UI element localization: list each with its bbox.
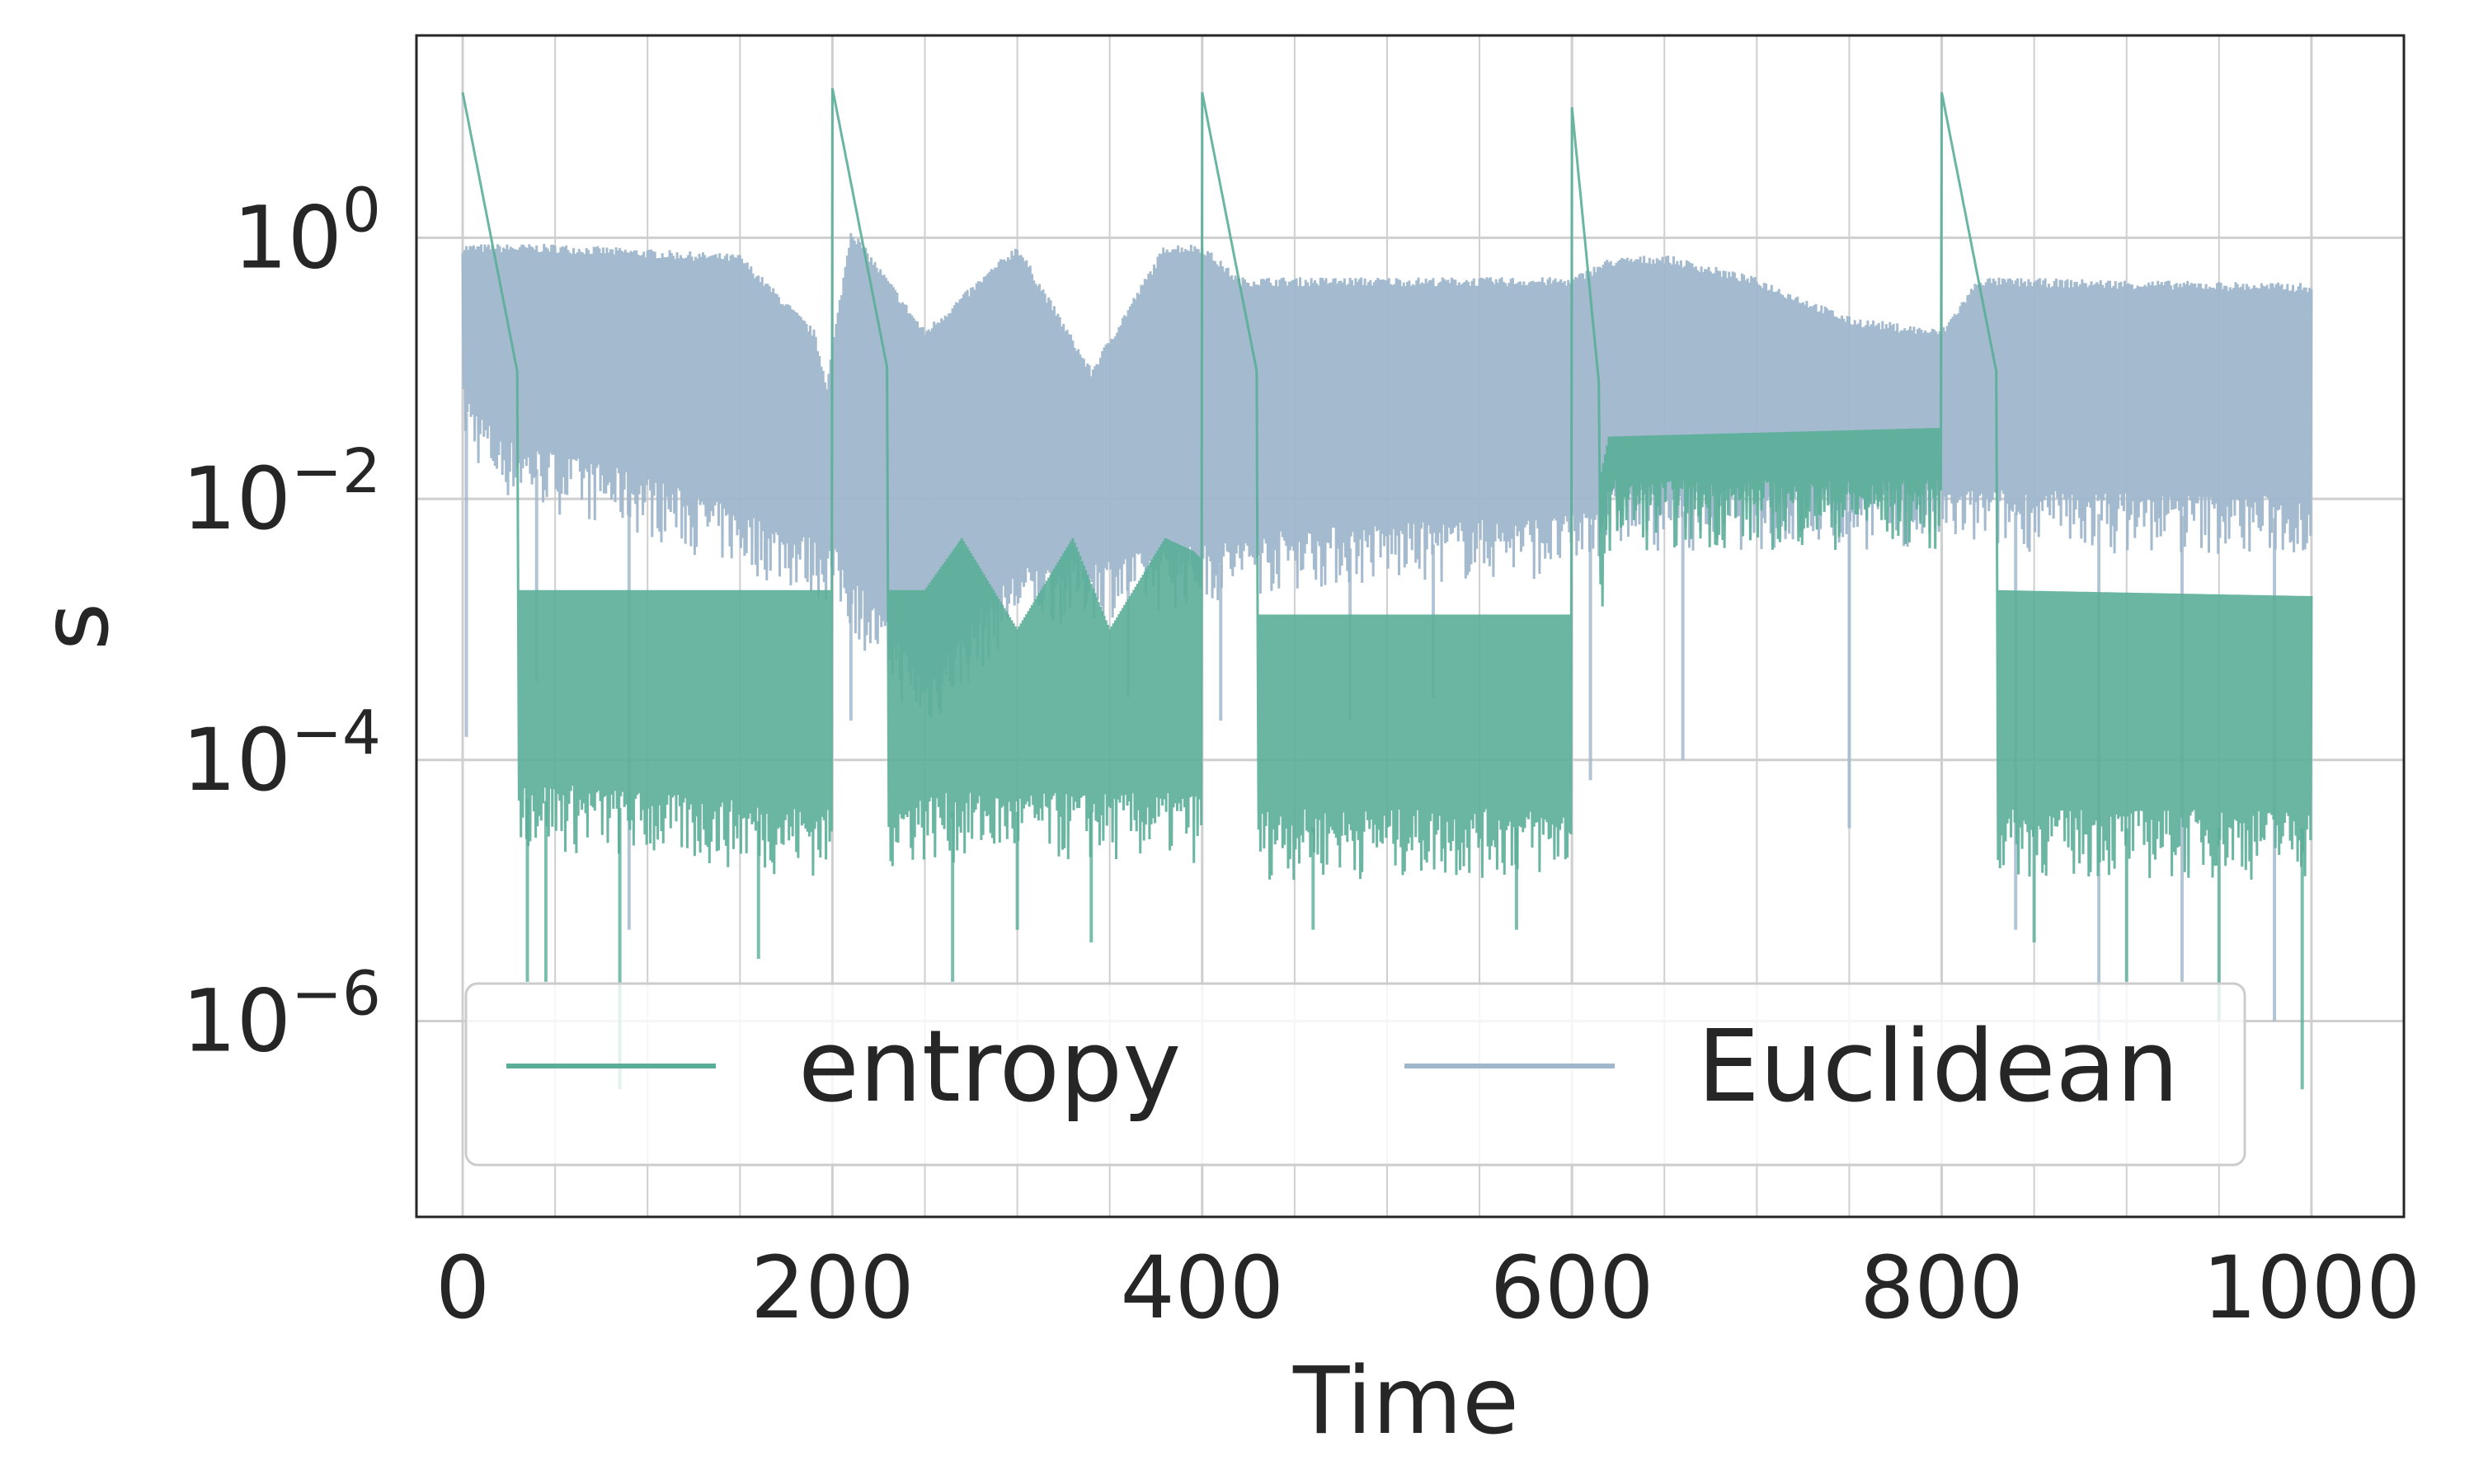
legend-box <box>464 982 2246 1167</box>
x-tick-label: 800 <box>1860 1237 2024 1338</box>
y-tick-label: 10−4 <box>182 697 381 810</box>
y-axis-label: s <box>22 603 129 650</box>
series-euclidean-line <box>461 232 2313 718</box>
legend-label-euclidean: Euclidean <box>1697 1010 2179 1125</box>
y-tick-label: 100 <box>233 175 381 288</box>
ticks: 0 200 400 600 800 1000 100 10−2 10−4 10−6 <box>182 175 2421 1338</box>
y-tick-label: 10−6 <box>182 958 381 1071</box>
legend: entropy Euclidean <box>464 982 2246 1167</box>
series-layer <box>461 87 2313 1090</box>
x-axis-label: Time <box>1292 1348 1519 1455</box>
x-tick-label: 1000 <box>2203 1237 2421 1338</box>
series-entropy-line <box>461 87 2313 881</box>
x-tick-label: 200 <box>750 1237 915 1338</box>
x-tick-label: 600 <box>1490 1237 1654 1338</box>
x-tick-label: 0 <box>435 1237 490 1338</box>
y-tick-label: 10−2 <box>182 436 381 549</box>
legend-label-entropy: entropy <box>798 1010 1181 1125</box>
plot-frame <box>415 34 2406 1219</box>
x-tick-label: 400 <box>1121 1237 1285 1338</box>
